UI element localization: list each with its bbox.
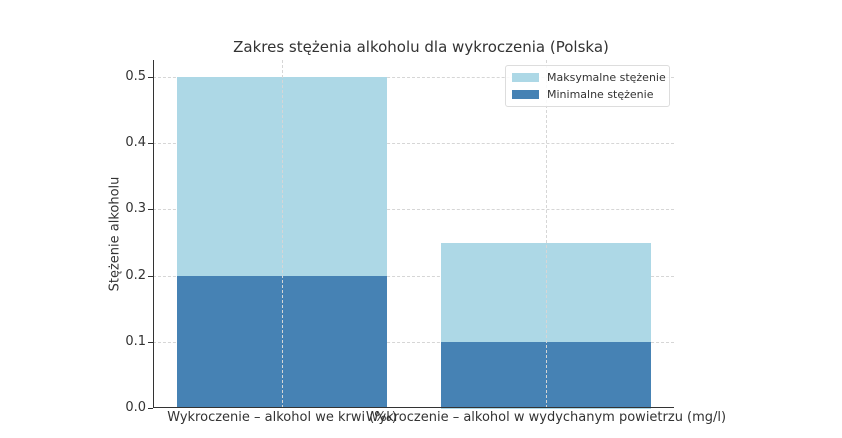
legend-item-max: Maksymalne stężenie <box>512 70 666 84</box>
y-tick-label: 0.5 <box>125 69 146 84</box>
y-tick-mark <box>148 143 153 144</box>
legend-label-min: Minimalne stężenie <box>547 87 654 101</box>
y-tick-label: 0.4 <box>125 135 146 150</box>
x-gridline <box>546 60 547 408</box>
y-gridline <box>153 143 674 144</box>
y-gridline <box>153 77 674 78</box>
chart-title: Zakres stężenia alkoholu dla wykroczenia… <box>233 38 609 56</box>
y-tick-mark <box>148 408 153 409</box>
legend-swatch-min <box>512 89 539 99</box>
y-tick-mark <box>148 209 153 210</box>
y-tick-mark <box>148 276 153 277</box>
y-axis-spine <box>153 60 154 408</box>
legend-label-max: Maksymalne stężenie <box>547 70 666 84</box>
y-tick-mark <box>148 342 153 343</box>
x-axis-spine <box>153 407 674 408</box>
y-tick-mark <box>148 77 153 78</box>
y-tick-label: 0.3 <box>125 201 146 216</box>
y-tick-label: 0.2 <box>125 268 146 283</box>
y-gridline <box>153 342 674 343</box>
legend-swatch-max <box>512 72 539 82</box>
legend-item-min: Minimalne stężenie <box>512 87 653 101</box>
y-axis-label: Stężenie alkoholu <box>107 176 123 292</box>
x-tick-label: Wykroczenie – alkohol w wydychanym powie… <box>365 410 727 425</box>
y-tick-label: 0.1 <box>125 334 146 349</box>
y-gridline <box>153 209 674 210</box>
legend: Maksymalne stężenie Minimalne stężenie <box>505 65 670 107</box>
x-tick-label: Wykroczenie – alkohol we krwi (‰) <box>167 410 397 425</box>
y-gridline <box>153 276 674 277</box>
x-gridline <box>282 60 283 408</box>
y-tick-label: 0.0 <box>125 400 146 415</box>
